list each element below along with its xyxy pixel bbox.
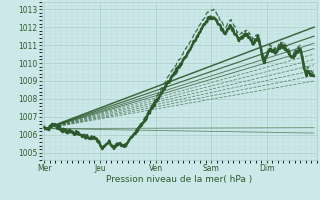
X-axis label: Pression niveau de la mer( hPa ): Pression niveau de la mer( hPa ): [106, 175, 252, 184]
